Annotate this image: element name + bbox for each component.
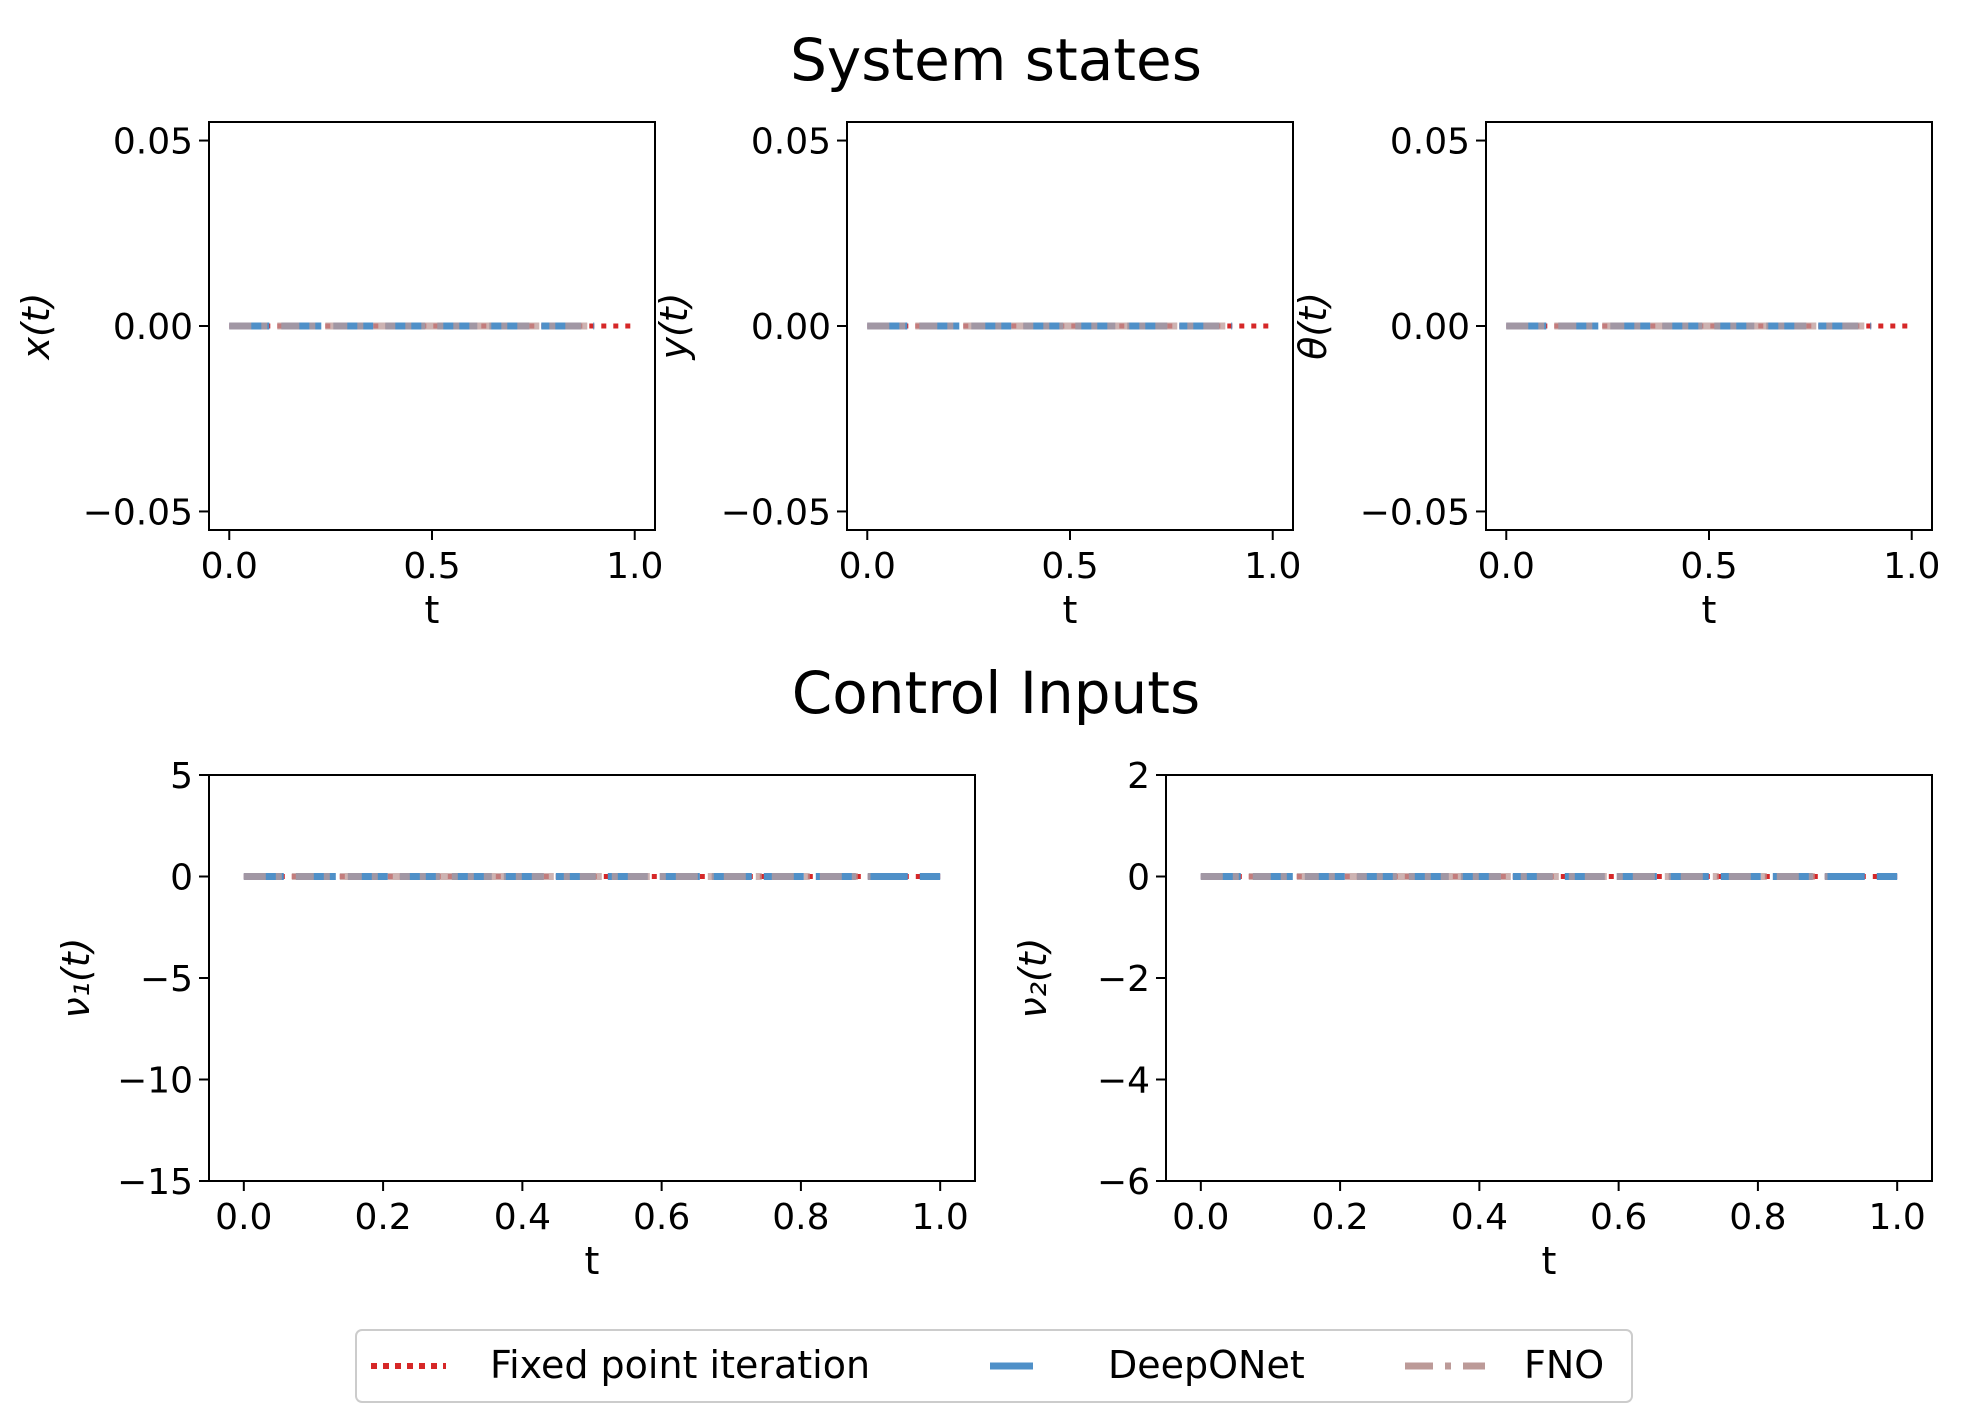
- x-tick-label: 0.8: [772, 1197, 829, 1238]
- x-tick-label: 0.4: [494, 1197, 551, 1238]
- y-tick-label: 0: [170, 858, 193, 899]
- subplot-2: 0.0 0.5 1.0 −0.05 0.00 0.05 t y(t): [652, 121, 1301, 632]
- x-axis-label: t: [425, 588, 440, 632]
- y-tick-label: 0.05: [751, 122, 831, 163]
- y-axis-label: x(t): [14, 292, 58, 360]
- y-tick-label: 0.05: [113, 122, 193, 163]
- x-tick-label: 0.2: [1311, 1197, 1368, 1238]
- x-tick-label: 0.5: [1680, 546, 1737, 587]
- y-tick-label: −0.05: [1360, 492, 1470, 533]
- y-tick-label: 0: [1127, 858, 1150, 899]
- x-tick-label: 0.0: [839, 546, 896, 587]
- x-tick-label: 0.5: [1041, 546, 1098, 587]
- x-tick-label: 0.0: [1478, 546, 1535, 587]
- x-tick-label: 1.0: [912, 1197, 969, 1238]
- y-tick-label: −6: [1097, 1162, 1150, 1203]
- x-axis-label: t: [1542, 1239, 1557, 1283]
- x-tick-label: 0.0: [201, 546, 258, 587]
- y-tick-label: −0.05: [721, 492, 831, 533]
- y-tick-label: −10: [117, 1061, 193, 1102]
- x-tick-label: 0.2: [354, 1197, 411, 1238]
- x-axis-label: t: [585, 1239, 600, 1283]
- x-tick-label: 1.0: [606, 546, 663, 587]
- x-axis-label: t: [1702, 588, 1717, 632]
- y-axis-label: ν₂(t): [1011, 937, 1055, 1018]
- y-tick-label: 2: [1127, 756, 1150, 797]
- x-tick-label: 0.0: [1172, 1197, 1229, 1238]
- subplot-1: 0.0 0.5 1.0 −0.05 0.00 0.05 t x(t): [14, 121, 663, 632]
- axes-frame: [1165, 774, 1933, 1182]
- control-inputs-title: Control Inputs: [792, 659, 1201, 727]
- x-tick-label: 0.6: [633, 1197, 690, 1238]
- y-tick-label: 0.05: [1390, 122, 1470, 163]
- subplot-4: 0.0 0.2 0.4 0.6 0.8 1.0 −15 −10 −5 0 5 t ν₁(t): [54, 756, 976, 1283]
- y-tick-label: −0.05: [83, 492, 193, 533]
- y-axis-label: y(t): [652, 292, 696, 360]
- subplot-3: 0.0 0.5 1.0 −0.05 0.00 0.05 t θ(t): [1291, 121, 1940, 632]
- x-tick-label: 0.4: [1451, 1197, 1508, 1238]
- x-tick-label: 0.8: [1729, 1197, 1786, 1238]
- x-tick-label: 0.5: [403, 546, 460, 587]
- y-tick-label: −4: [1097, 1061, 1150, 1102]
- x-axis-label: t: [1063, 588, 1078, 632]
- y-tick-label: 0.00: [751, 307, 831, 348]
- legend-fno-label: FNO: [1524, 1343, 1604, 1387]
- subplot-5: 0.0 0.2 0.4 0.6 0.8 1.0 −6 −4 −2 0 2 t ν₂(t): [1011, 756, 1933, 1283]
- x-tick-label: 1.0: [1244, 546, 1301, 587]
- axes-frame: [208, 774, 976, 1182]
- legend-fixed-point-label: Fixed point iteration: [490, 1343, 870, 1387]
- x-tick-label: 0.6: [1590, 1197, 1647, 1238]
- legend: Fixed point iteration DeepONet FNO: [355, 1329, 1633, 1403]
- legend-deeponet-label: DeepONet: [1108, 1343, 1305, 1387]
- x-tick-label: 0.0: [215, 1197, 272, 1238]
- y-axis-label: θ(t): [1291, 292, 1335, 360]
- y-axis-label: ν₁(t): [54, 937, 98, 1018]
- y-tick-label: 5: [170, 756, 193, 797]
- y-tick-label: −2: [1097, 959, 1150, 1000]
- y-tick-label: 0.00: [113, 307, 193, 348]
- y-tick-label: −15: [117, 1162, 193, 1203]
- y-tick-label: 0.00: [1390, 307, 1470, 348]
- system-states-title: System states: [790, 26, 1202, 94]
- y-tick-label: −5: [140, 959, 193, 1000]
- x-tick-label: 1.0: [1883, 546, 1940, 587]
- x-tick-label: 1.0: [1869, 1197, 1926, 1238]
